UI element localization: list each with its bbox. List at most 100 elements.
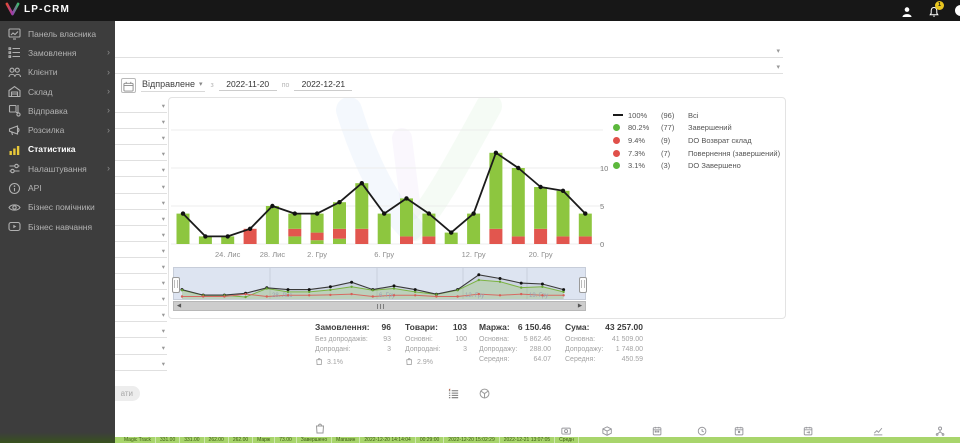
summary-sub-row: Допродані: 3 — [405, 345, 467, 355]
scroll-grip[interactable] — [376, 303, 385, 309]
sidebar-item-label: Бізнес навчання — [28, 221, 93, 232]
side-filter-select-6[interactable]: ▾ — [95, 181, 167, 194]
side-filter-select-9[interactable]: ▾ — [95, 229, 167, 242]
settings-icon — [8, 162, 21, 175]
chevron-down-icon: ▾ — [161, 183, 165, 191]
filter-select-top-1[interactable]: ▾ — [100, 46, 783, 58]
date-type-select[interactable]: Відправлене ▾ — [141, 79, 206, 92]
scroll-right-arrow[interactable]: ▶ — [577, 303, 583, 309]
date-filter-row: Відправлене ▾ з 2022-11-20 по 2022-12-21 — [121, 77, 353, 93]
brand-logo[interactable]: LP-CRM — [5, 2, 70, 16]
summary-sub-value: 450.59 — [621, 356, 643, 363]
notification-badge: 1 — [935, 0, 944, 10]
summary-sub-row: Середня: 450.59 — [565, 355, 643, 365]
legend-item[interactable]: 80.2% (77) Завершений — [613, 122, 780, 135]
svg-text:5: 5 — [600, 202, 604, 211]
banknote-icon[interactable] — [561, 424, 572, 435]
sidebar-item-statistics[interactable]: Статистика — [0, 140, 115, 159]
sidebar-item-label: Відправка — [28, 105, 68, 116]
side-filter-select-10[interactable]: ▾ — [95, 245, 167, 258]
side-filter-select-17[interactable]: ▾ — [95, 358, 167, 371]
svg-text:28. Лис: 28. Лис — [260, 250, 286, 259]
summary-value: 96 — [381, 322, 391, 332]
summary-sub-value: 5 862.46 — [523, 336, 551, 343]
side-filter-select-11[interactable]: ▾ — [95, 261, 167, 274]
date-to-input[interactable]: 2022-12-21 — [294, 79, 353, 91]
sidebar-item-mailing[interactable]: Розсилка › — [0, 120, 115, 139]
person-network-icon[interactable] — [935, 424, 946, 436]
orders-table-header — [115, 419, 960, 439]
sidebar-item-settings[interactable]: Налаштування › — [0, 159, 115, 178]
legend-item[interactable]: 7.3% (7) Повернення (завершений) — [613, 147, 780, 160]
sidebar-item-warehouse[interactable]: Склад › — [0, 82, 115, 101]
row-cell: 331.00 — [156, 437, 181, 443]
date-from-input[interactable]: 2022-11-20 — [218, 79, 277, 91]
sphere-icon[interactable] — [479, 387, 491, 399]
sidebar-item-business-training[interactable]: Бізнес навчання — [0, 217, 115, 236]
scroll-left-arrow[interactable]: ◀ — [176, 303, 182, 309]
chevron-down-icon: ▾ — [161, 215, 165, 223]
report-list-icon[interactable] — [448, 387, 460, 399]
calendar-day-icon[interactable] — [734, 424, 745, 436]
legend-item[interactable]: 9.4% (9) DO Возврат склад — [613, 134, 780, 147]
chevron-down-icon: ▾ — [161, 151, 165, 159]
summary-sub-label: Середня: — [565, 356, 596, 363]
package-icon[interactable] — [602, 424, 613, 436]
legend-label: DO Возврат склад — [688, 135, 752, 145]
orders-icon — [8, 46, 21, 59]
calendar-export-icon[interactable] — [803, 424, 814, 436]
avatar-icon[interactable] — [955, 5, 960, 16]
side-filter-select-16[interactable]: ▾ — [95, 342, 167, 355]
chart-range-selector[interactable]: 28. Лис 6. Гру 12. Гру 19. Гру — [172, 267, 587, 300]
sidebar-item-business-helpers[interactable]: Бізнес помічники — [0, 198, 115, 217]
shopping-bag-icon[interactable] — [314, 421, 326, 439]
summary-value: 6 150.46 — [517, 322, 551, 332]
sidebar-item-shipping[interactable]: Відправка › — [0, 101, 115, 120]
upsell-percent: 2.9% — [417, 359, 433, 366]
side-filter-select-7[interactable]: ▾ — [95, 197, 167, 210]
notifications-bell-icon[interactable]: 1 — [928, 0, 944, 17]
side-filter-select-4[interactable]: ▾ — [95, 148, 167, 162]
chart-scrollbar[interactable]: ◀ ▶ — [173, 301, 586, 311]
side-filter-select-14[interactable]: ▾ — [95, 309, 167, 323]
summary-sub-value: 3 — [463, 346, 467, 353]
table-first-row[interactable]: Magic Track 331.00 331.00 262.00 262.00 Марж 7… — [0, 437, 960, 443]
side-filter-select-12[interactable]: ▾ — [95, 277, 167, 291]
range-handle-right[interactable] — [579, 277, 587, 293]
range-handle-left[interactable] — [172, 277, 180, 293]
sidebar-item-label: API — [28, 183, 42, 194]
clock-icon[interactable] — [697, 424, 708, 436]
side-filter-select-8[interactable]: ▾ — [95, 213, 167, 226]
legend-percent: 3.1% — [628, 161, 646, 171]
row-cell: 262.00 — [205, 437, 229, 443]
user-icon[interactable] — [901, 5, 913, 17]
sidebar-item-api[interactable]: API — [0, 178, 115, 197]
sidebar-item-orders[interactable]: Замовлення › — [0, 43, 115, 62]
summary-title-row: Маржа: 6 150.46 — [479, 322, 551, 332]
calendar-date-icon[interactable] — [652, 424, 663, 436]
side-filter-select-15[interactable]: ▾ — [95, 325, 167, 339]
filter-select-top-2[interactable]: ▾ — [100, 62, 783, 74]
side-filter-select-2[interactable]: ▾ — [95, 116, 167, 130]
legend-item[interactable]: 100% (96) Всі — [613, 109, 780, 122]
sidebar-item-label: Статистика — [28, 144, 76, 155]
row-cell: 2022-12-21 13:07:05 — [500, 437, 556, 443]
side-filter-select-1[interactable]: ▾ — [95, 100, 167, 113]
shipping-icon — [8, 104, 21, 117]
side-filter-select-5[interactable]: ▾ — [95, 164, 167, 178]
chart-trend-icon[interactable] — [873, 424, 884, 436]
summary-value: 43 257.00 — [605, 322, 643, 332]
legend-item[interactable]: 3.1% (3) DO Завершено — [613, 159, 780, 172]
sidebar-item-clients[interactable]: Клієнти › — [0, 63, 115, 82]
summary-sub-value: 93 — [383, 336, 391, 343]
side-filter-select-13[interactable]: ▾ — [95, 293, 167, 307]
sidebar-item-owner-panel[interactable]: Панель власника — [0, 24, 115, 43]
chart-legend: 100% (96) Всі 80.2% (77) Завершений 9.4% (9) DO … — [613, 109, 780, 172]
mini-chart-svg: 28. Лис 6. Гру 12. Гру 19. Гру — [180, 268, 566, 299]
row-cell: 2022-12-20 14:14:04 — [360, 437, 416, 443]
summary-title: Маржа: — [479, 322, 510, 332]
calendar-button[interactable] — [121, 77, 136, 93]
side-filter-select-3[interactable]: ▾ — [95, 132, 167, 146]
summary-col-3: Маржа: 6 150.46 Основна: 5 862.46 Допродажу:… — [479, 322, 551, 368]
legend-label: DO Завершено — [688, 161, 741, 171]
